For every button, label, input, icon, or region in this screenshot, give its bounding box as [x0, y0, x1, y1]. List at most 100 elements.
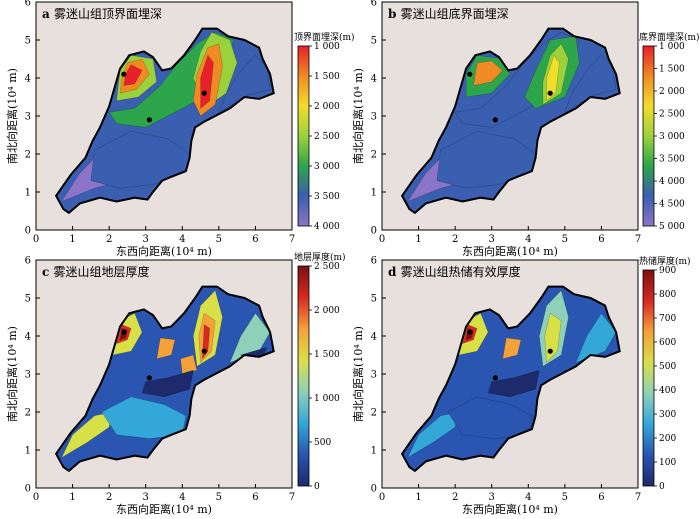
x-tick-label: 7: [635, 492, 641, 503]
contour-zone: [101, 396, 187, 439]
colorbar-tick-label: 3 500: [659, 155, 685, 165]
y-tick-label: 5: [25, 294, 31, 305]
colorbar-tick-label: 2 000: [314, 102, 340, 112]
panel-title: b 雾迷山组底界面埋深: [388, 6, 509, 21]
y-tick-label: 5: [371, 294, 377, 305]
contour-zone: [156, 337, 176, 360]
contour-zone: [502, 337, 522, 360]
contour-zone: [546, 54, 560, 102]
panel-title: a 雾迷山组顶界面埋深: [42, 7, 162, 21]
panel-title-text: 雾迷山组底界面埋深: [401, 6, 509, 21]
y-tick-label: 0: [371, 226, 377, 237]
x-tick-label: 5: [216, 234, 222, 245]
y-axis-label: 南北向距离(10⁴ m): [5, 326, 19, 422]
x-tick-label: 0: [33, 234, 39, 245]
colorbar-tick-label: 500: [659, 362, 676, 372]
colorbar-tick-label: 3 500: [314, 192, 340, 202]
colorbar-tick-label: 4 500: [659, 200, 685, 210]
x-axis-label: 东西向距离(10⁴ m): [462, 502, 558, 516]
x-tick-label: 6: [598, 234, 604, 245]
panel-c: 0 1 2 3 4 5 6 7 0 1 2 3 4 5 6 东西向距离(10⁴ m) 南北向距离(10⁴ m) c…: [5, 251, 346, 516]
x-tick-label: 7: [289, 492, 295, 503]
y-tick-label: 1: [371, 446, 377, 457]
well-point: [146, 375, 152, 381]
x-tick-label: 0: [379, 234, 385, 245]
well-point: [547, 348, 553, 354]
colorbar: [297, 265, 310, 487]
y-tick-label: 6: [25, 256, 31, 267]
well-point: [121, 71, 127, 77]
y-tick-label: 2: [371, 408, 377, 419]
x-tick-label: 6: [252, 492, 258, 503]
study-area-boundary: [54, 285, 275, 473]
x-tick-label: 6: [598, 492, 604, 503]
study-area-boundary: [54, 27, 275, 215]
x-tick-label: 6: [252, 234, 258, 245]
x-tick-label: 5: [562, 234, 568, 245]
well-point: [467, 71, 473, 77]
y-tick-label: 5: [371, 36, 377, 47]
y-axis-label: 南北向距离(10⁴ m): [351, 326, 365, 422]
colorbar-title: 地层厚度(m): [294, 251, 346, 263]
x-tick-label: 2: [452, 234, 458, 245]
contour-zone: [575, 312, 617, 364]
x-axis-label: 东西向距离(10⁴ m): [116, 502, 212, 516]
colorbar-title: 热储厚度(m): [639, 255, 691, 267]
x-tick-label: 2: [106, 492, 112, 503]
panel-title-text: 雾迷山组顶界面埋深: [54, 7, 162, 21]
well-point: [467, 329, 473, 335]
y-tick-label: 2: [25, 408, 31, 419]
y-tick-label: 1: [25, 446, 31, 457]
y-tick-label: 2: [371, 150, 377, 161]
x-tick-label: 1: [69, 234, 75, 245]
y-tick-label: 0: [371, 484, 377, 495]
x-tick-label: 5: [562, 492, 568, 503]
colorbar-tick-label: 1 500: [314, 72, 340, 82]
colorbar-tick-label: 1 000: [314, 42, 340, 52]
panel-title-text: 雾迷山组地层厚度: [53, 264, 149, 279]
contour-zones: [60, 32, 271, 203]
colorbar: [642, 269, 655, 487]
contour-zone: [564, 54, 617, 113]
x-tick-label: 4: [179, 492, 185, 503]
panel-title: d 雾迷山组热储有效厚度: [388, 264, 521, 279]
study-area-boundary: [400, 285, 621, 473]
y-tick-label: 4: [25, 332, 31, 343]
x-axis-label: 东西向距离(10⁴ m): [116, 244, 212, 258]
colorbar-tick-label: 2 500: [314, 262, 340, 272]
panel-letter: d: [388, 265, 401, 279]
contour-zone: [218, 54, 271, 113]
y-tick-label: 3: [25, 112, 31, 123]
colorbar-tick-label: 4 000: [314, 222, 340, 232]
colorbar-tick-label: 2 500: [314, 132, 340, 142]
y-tick-label: 3: [25, 370, 31, 381]
colorbar-tick-label: 2 000: [314, 306, 340, 316]
panel-letter: b: [388, 7, 401, 21]
colorbar-tick-label: 1 000: [659, 42, 685, 52]
y-tick-label: 6: [371, 0, 377, 9]
colorbar-tick-label: 800: [659, 290, 676, 300]
y-tick-label: 0: [25, 226, 31, 237]
y-tick-label: 6: [371, 256, 377, 267]
x-tick-label: 3: [489, 492, 495, 503]
colorbar-tick-label: 0: [659, 482, 665, 492]
contour-zones: [60, 289, 271, 459]
well-point: [547, 90, 553, 96]
contour-zones: [406, 32, 617, 203]
colorbar-title: 顶界面埋深(m): [294, 32, 355, 43]
panel-letter: a: [42, 7, 54, 21]
panel-a: 0 1 2 3 4 5 6 7 0 1 2 3 4 5 6 东西向距离(10⁴ m) 南北向距离(10⁴ m) a…: [5, 0, 355, 258]
colorbar-tick-label: 900: [659, 266, 676, 276]
y-tick-label: 3: [371, 370, 377, 381]
y-tick-label: 0: [25, 484, 31, 495]
x-tick-label: 2: [106, 234, 112, 245]
colorbar-tick-label: 0: [314, 482, 320, 492]
panel-title: c 雾迷山组地层厚度: [42, 264, 150, 279]
panel-b: 0 1 2 3 4 5 6 7 0 1 2 3 4 5 6 东西向距离(10⁴ m) 南北向距离(10⁴ m) b…: [351, 0, 700, 258]
y-tick-label: 3: [371, 112, 377, 123]
colorbar-tick-label: 4 000: [659, 177, 685, 187]
contour-zone: [447, 396, 533, 439]
colorbar-tick-label: 3 000: [659, 132, 685, 142]
y-tick-label: 6: [25, 0, 31, 9]
y-tick-label: 4: [25, 74, 31, 85]
